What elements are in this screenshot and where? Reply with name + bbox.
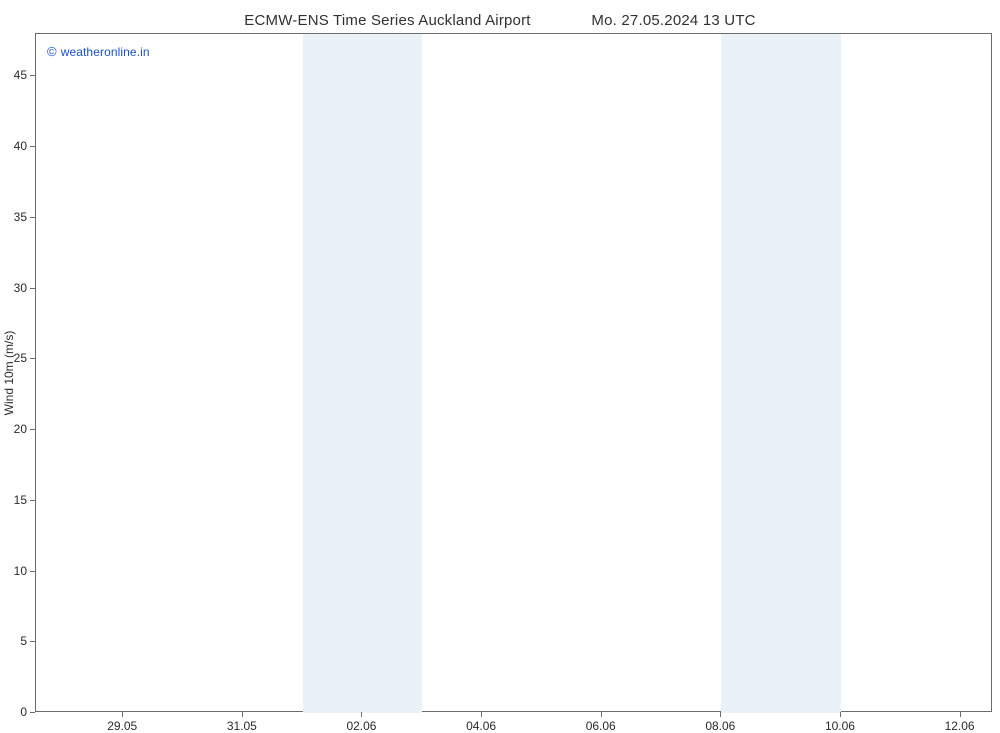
y-tick-label: 40 [14, 139, 27, 153]
y-tick-label: 10 [14, 564, 27, 578]
axis-label-layer: 05101520253035404529.0531.0502.0604.0606… [0, 0, 1000, 733]
chart-container: ECMW-ENS Time Series Auckland Airport Mo… [0, 0, 1000, 733]
x-tick-label: 08.06 [705, 719, 735, 733]
y-tick-label: 20 [14, 422, 27, 436]
watermark-text: weatheronline.in [61, 45, 150, 59]
x-tick-label: 10.06 [825, 719, 855, 733]
y-tick-label: 0 [20, 705, 27, 719]
x-tick-label: 31.05 [227, 719, 257, 733]
watermark: © weatheronline.in [47, 44, 150, 59]
x-tick-label: 29.05 [107, 719, 137, 733]
y-axis-label: Wind 10m (m/s) [2, 330, 16, 415]
copyright-icon: © [47, 44, 57, 59]
y-tick-label: 15 [14, 493, 27, 507]
x-tick-label: 06.06 [586, 719, 616, 733]
y-tick-label: 5 [20, 634, 27, 648]
y-tick-label: 35 [14, 210, 27, 224]
x-tick-label: 04.06 [466, 719, 496, 733]
y-tick-label: 45 [14, 68, 27, 82]
y-tick-label: 30 [14, 281, 27, 295]
x-tick-label: 12.06 [945, 719, 975, 733]
x-tick-label: 02.06 [346, 719, 376, 733]
